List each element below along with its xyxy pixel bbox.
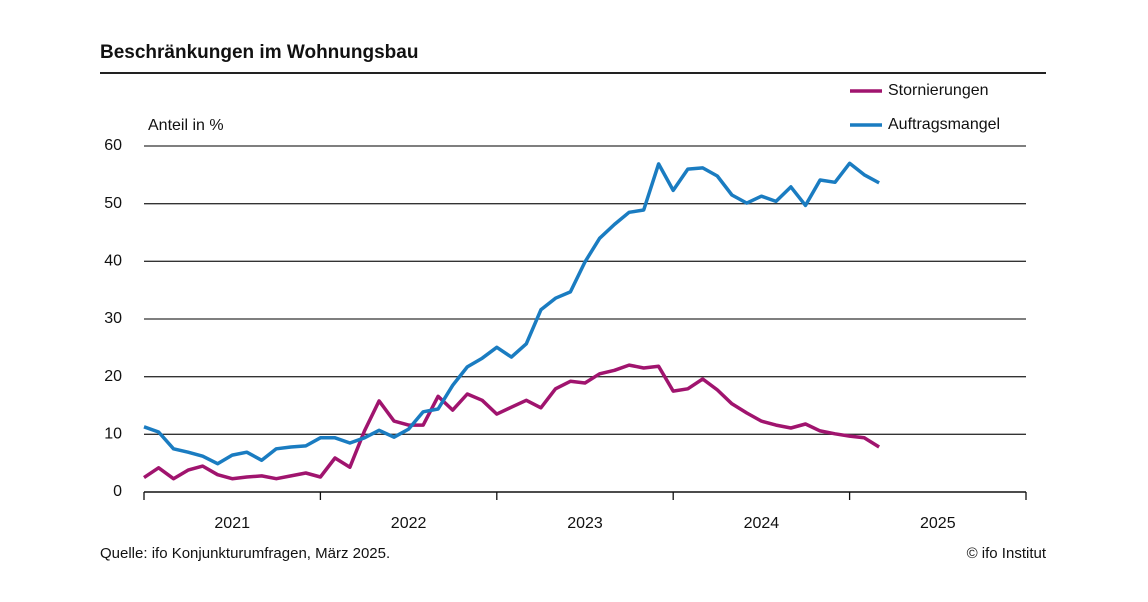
x-tick-label: 2024 [744, 515, 780, 532]
y-tick-label: 0 [113, 483, 122, 500]
series-line [143, 161, 880, 466]
y-tick-label: 30 [104, 310, 122, 327]
x-tick-label: 2023 [567, 515, 603, 532]
x-tick-label: 2022 [391, 515, 427, 532]
series-line [143, 363, 881, 481]
y-axis-label: Anteil in % [148, 117, 224, 134]
chart-title: Beschränkungen im Wohnungsbau [100, 42, 418, 63]
y-tick-label: 50 [104, 195, 122, 212]
x-tick-label: 2025 [920, 515, 956, 532]
legend-label: Auftragsmangel [888, 116, 1000, 133]
y-tick-label: 10 [104, 426, 122, 443]
y-tick-label: 40 [104, 253, 122, 270]
credit: © ifo Institut [967, 545, 1047, 562]
legend-label: Stornierungen [888, 82, 989, 99]
source-note: Quelle: ifo Konjunkturumfragen, März 202… [100, 545, 390, 562]
y-tick-label: 60 [104, 137, 122, 154]
y-tick-label: 20 [104, 368, 122, 385]
x-tick-label: 2021 [214, 515, 250, 532]
